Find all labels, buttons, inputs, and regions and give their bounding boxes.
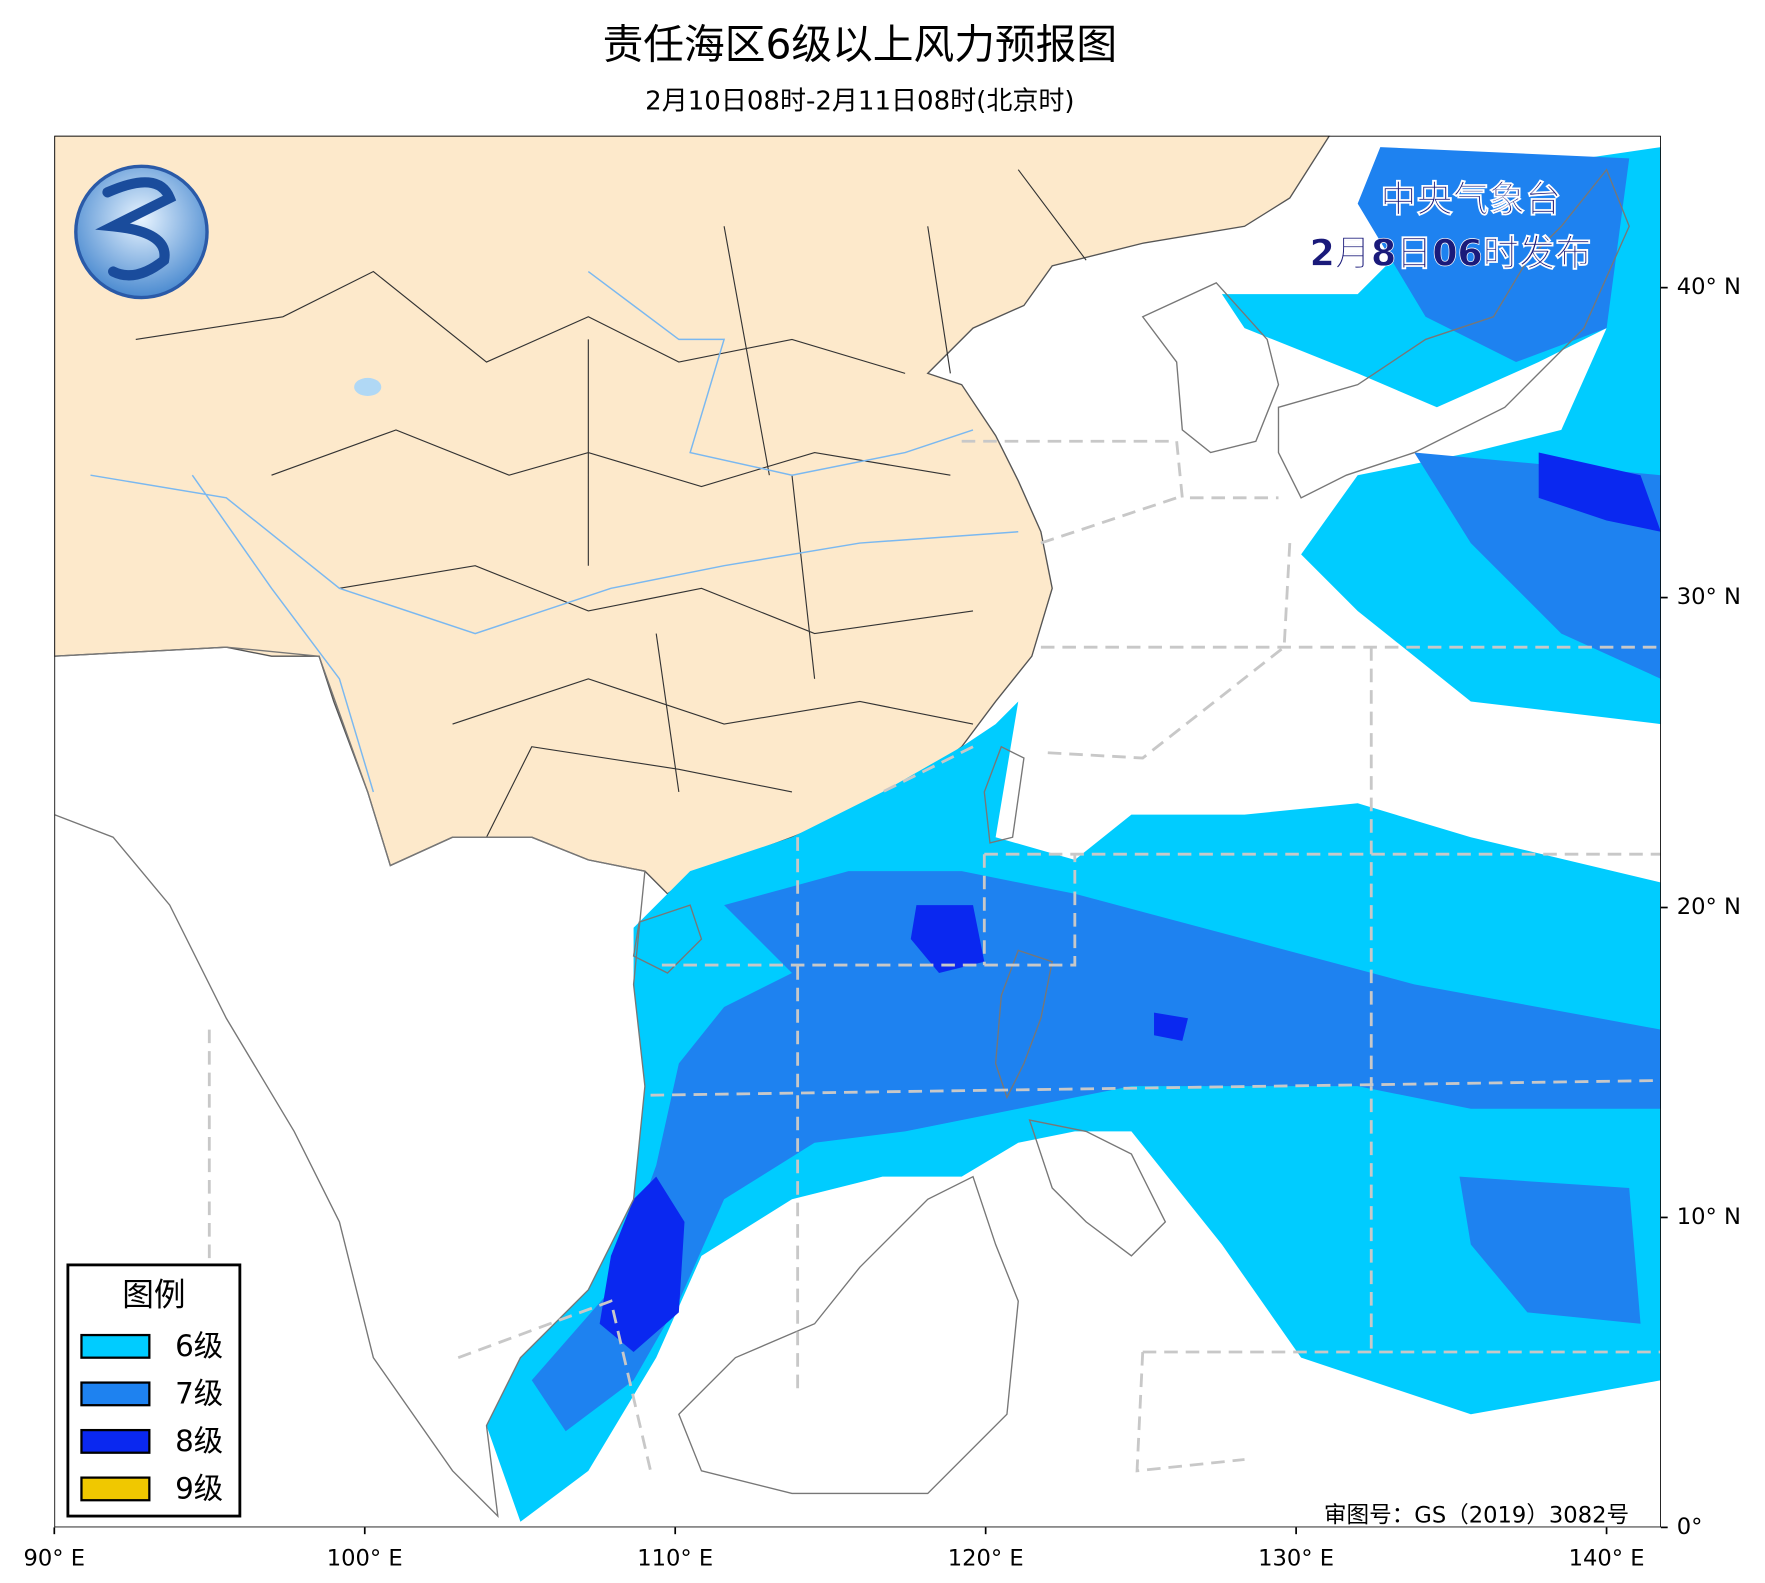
title: 责任海区6级以上风力预报图 — [603, 21, 1118, 69]
legend-swatch — [80, 1476, 151, 1502]
legend-swatch — [80, 1428, 151, 1454]
philippines — [994, 949, 1167, 1257]
map-root: 责任海区6级以上风力预报图 2月10日08时-2月11日08时(北京时) 中央气… — [24, 21, 1741, 1572]
y-tick-label: 0° — [1677, 1514, 1703, 1540]
y-tick-label: 30° N — [1677, 584, 1741, 610]
hainan — [632, 904, 703, 974]
korea — [1141, 282, 1280, 454]
approval-number: 审图号：GS（2019）3082号 — [1324, 1503, 1629, 1529]
sea-zone-borders — [207, 439, 1661, 1473]
x-tick-label: 130° E — [1258, 1546, 1334, 1572]
legend-swatch — [80, 1333, 151, 1359]
legend-label: 6级 — [175, 1329, 223, 1363]
wind-area — [1357, 147, 1661, 1324]
province-borders — [135, 169, 1087, 838]
legend-label: 7级 — [175, 1377, 223, 1411]
y-tick-label: 10° N — [1677, 1204, 1741, 1230]
lake — [354, 377, 382, 396]
y-tick-label: 40° N — [1677, 274, 1741, 300]
x-tick-label: 110° E — [637, 1546, 713, 1572]
legend-label: 8级 — [175, 1424, 223, 1458]
y-tick-label: 20° N — [1677, 894, 1741, 920]
legend-swatch — [80, 1381, 151, 1407]
issuer-name: 中央气象台 — [1380, 177, 1561, 220]
rivers — [90, 270, 1019, 793]
x-tick-label: 100° E — [327, 1546, 403, 1572]
logo — [74, 164, 209, 300]
issue-time: 2月8日06时发布 — [1310, 232, 1592, 275]
legend: 图例 6级 7级 8级 9级 — [66, 1263, 242, 1518]
x-tick-label: 140° E — [1569, 1546, 1645, 1572]
indochina-coast — [54, 646, 646, 1518]
wind-area — [531, 871, 1661, 1432]
x-tick-label: 90° E — [24, 1546, 86, 1572]
legend-title: 图例 — [122, 1278, 185, 1314]
borneo — [678, 1175, 1019, 1495]
legend-label: 9级 — [175, 1472, 223, 1506]
japan — [1277, 168, 1630, 499]
map-body — [54, 135, 1661, 1528]
taiwan — [983, 745, 1025, 844]
subtitle: 2月10日08时-2月11日08时(北京时) — [645, 86, 1074, 116]
x-tick-label: 120° E — [948, 1546, 1024, 1572]
